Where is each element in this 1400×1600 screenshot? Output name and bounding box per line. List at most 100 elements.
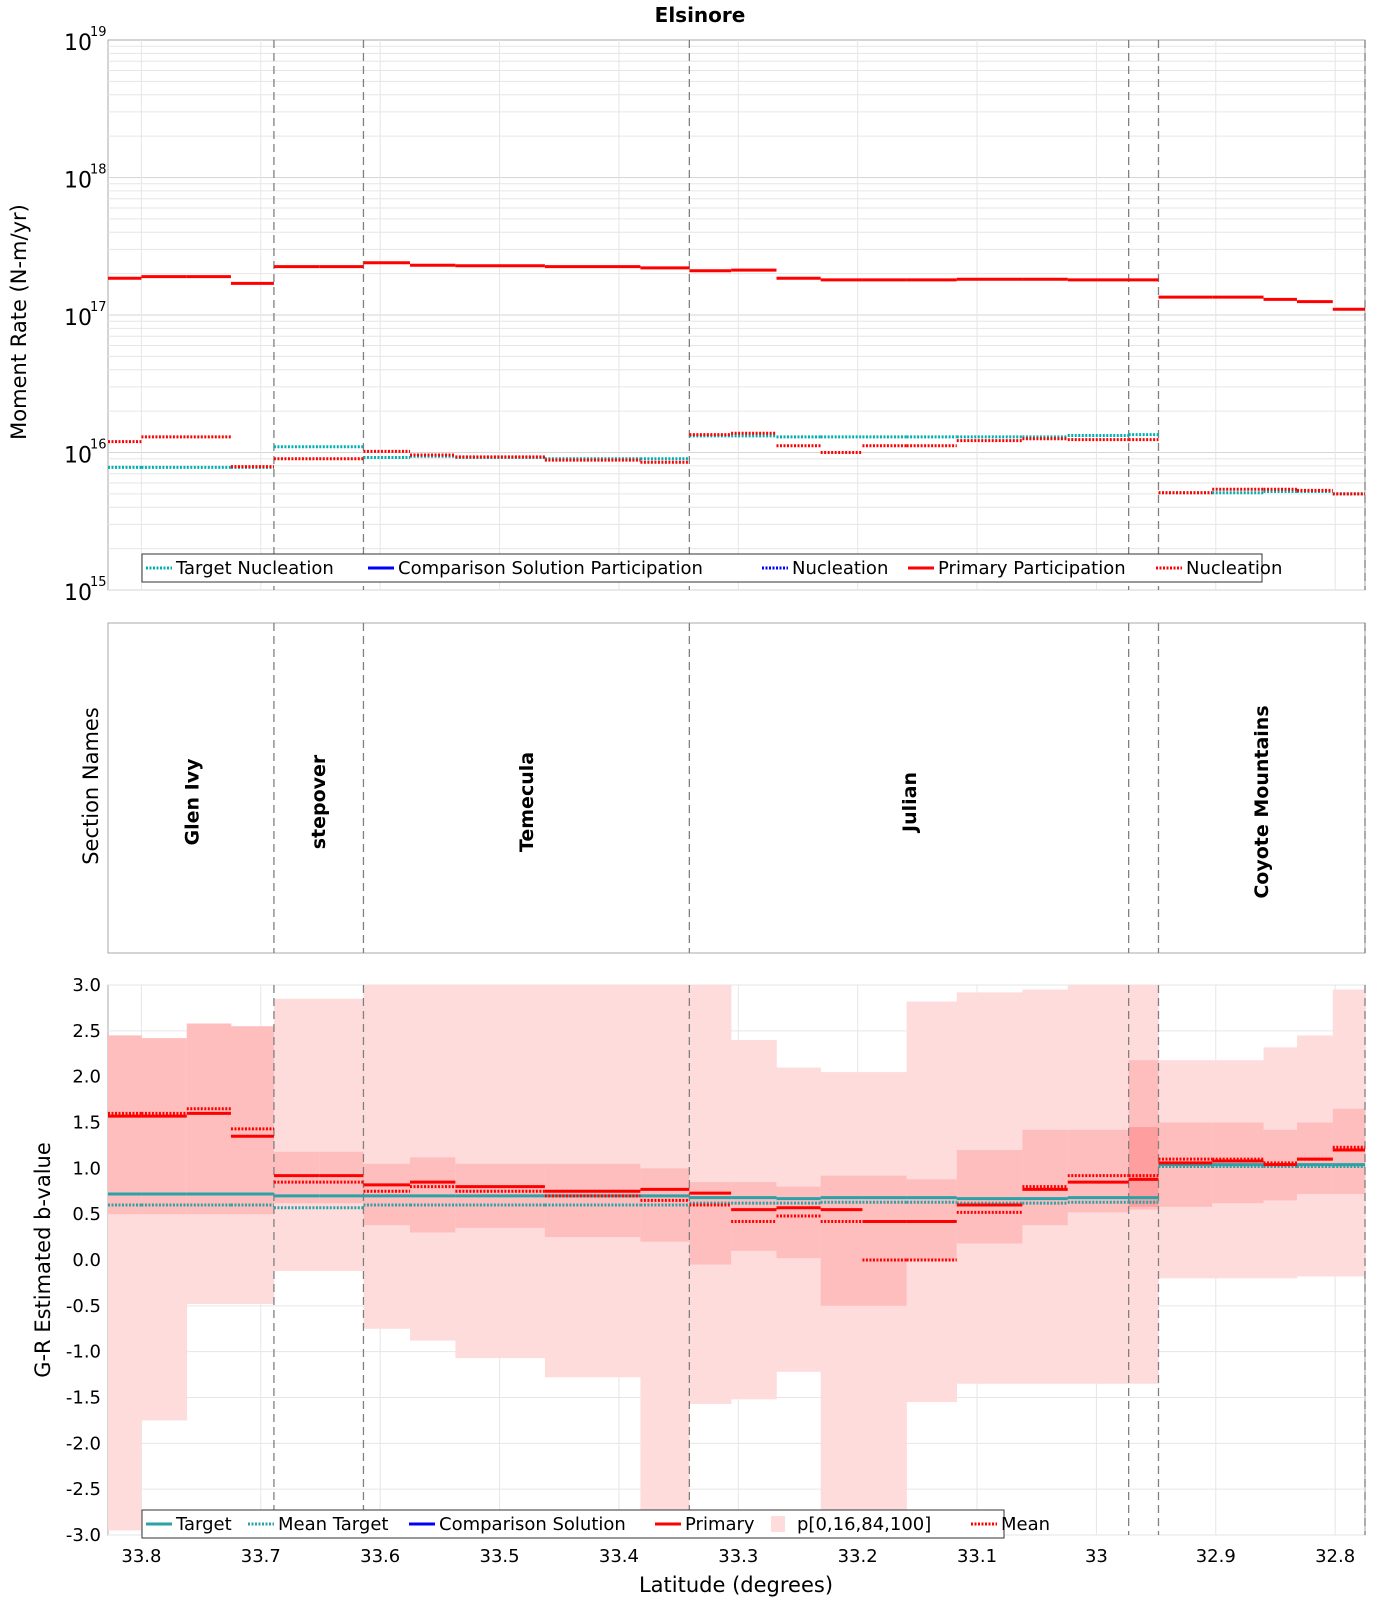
bvalue-y-tick-label: -0.5 xyxy=(66,1296,101,1317)
x-tick-label: 33.8 xyxy=(121,1546,161,1567)
bvalue-p16-p84-band xyxy=(689,1182,732,1265)
moment-y-tick-exponent: 19 xyxy=(90,25,107,40)
x-tick-label: 32.8 xyxy=(1315,1546,1355,1567)
section-label: Temecula xyxy=(516,752,538,852)
bvalue-p16-p84-band xyxy=(862,1175,907,1306)
bvalue-y-tick-label: 2.5 xyxy=(72,1021,101,1042)
legend-label: Target Nucleation xyxy=(175,558,334,579)
legend-label: Mean Target xyxy=(278,1514,388,1535)
legend-label: Comparison Solution xyxy=(439,1514,626,1535)
moment-y-tick-base: 10 xyxy=(64,31,92,56)
section-label: Coyote Mountains xyxy=(1251,705,1273,898)
moment-y-tick-exponent: 17 xyxy=(90,300,107,315)
legend-label: Comparison Solution Participation xyxy=(398,558,703,579)
bvalue-series-1 xyxy=(108,1165,1365,1210)
bvalue-x-ticks: 33.8 33.7 33.6 33.5 33.4 33.3 33.2 33.1 33 32.9 32… xyxy=(121,1546,1355,1567)
x-tick-label: 33.6 xyxy=(360,1546,400,1567)
moment-series-2 xyxy=(108,431,1365,496)
section-label: Glen Ivy xyxy=(182,758,204,846)
bvalue-y-tick-label: -2.0 xyxy=(66,1433,101,1454)
bvalue-series-3 xyxy=(108,1107,1365,1262)
moment-y-tick-base: 10 xyxy=(64,444,92,469)
bvalue-series-2 xyxy=(108,1111,1365,1223)
legend-label: Primary xyxy=(685,1514,755,1535)
legend-label: Primary Participation xyxy=(938,558,1126,579)
bvalue-p16-p84-band xyxy=(544,1163,641,1238)
moment-section-boundaries xyxy=(273,40,1366,590)
bvalue-p16-p84-band xyxy=(1022,1129,1069,1226)
moment-y-tick-base: 10 xyxy=(64,169,92,194)
bvalue-p0-p100-band xyxy=(363,985,411,1329)
bvalue-y-tick-label: -1.5 xyxy=(66,1388,101,1409)
bvalue-p16-p84-band xyxy=(1212,1122,1264,1204)
section-label: stepover xyxy=(308,754,330,849)
bvalue-p16-p84-band xyxy=(230,1026,275,1215)
bvalue-series-0 xyxy=(108,1163,1365,1201)
bvalue-p0-p100-band xyxy=(319,998,364,1271)
chart-title: Elsinore xyxy=(655,3,746,27)
x-tick-label: 33.7 xyxy=(241,1546,281,1567)
x-tick-label: 32.9 xyxy=(1196,1546,1236,1567)
legend-label: Mean xyxy=(1001,1514,1050,1535)
bvalue-overlay-band xyxy=(1128,1127,1159,1207)
x-tick-label: 33.1 xyxy=(957,1546,997,1567)
bvalue-p16-p84-band xyxy=(906,1179,958,1260)
bvalue-y-tick-label: 1.0 xyxy=(72,1158,101,1179)
legend-box xyxy=(141,1509,1005,1539)
bvalue-y-tick-label: -3.0 xyxy=(66,1525,101,1546)
sections-plot-frame xyxy=(107,622,1366,954)
legend-swatch xyxy=(771,1516,785,1532)
moment-y-tick-exponent: 18 xyxy=(90,163,107,178)
moment-grid xyxy=(108,40,1365,591)
section-label: Julian xyxy=(899,772,921,834)
bvalue-p0-p100-band xyxy=(640,985,690,1535)
bvalue-y-tick-label: 3.0 xyxy=(72,975,101,996)
sections-y-axis-label: Section Names xyxy=(79,707,103,865)
bvalue-p16-p84-band xyxy=(108,1035,142,1215)
moment-y-tick-base: 10 xyxy=(64,581,92,606)
legend-label: Target xyxy=(175,1514,232,1535)
moment-y-tick-base: 10 xyxy=(64,306,92,331)
moment-y-axis-label: Moment Rate (N-m/yr) xyxy=(7,204,31,440)
x-axis-label: Latitude (degrees) xyxy=(639,1573,833,1597)
bvalue-p16-p84-band xyxy=(820,1175,863,1306)
section-labels: Glen Ivy stepover Temecula Julian Coyote Mou… xyxy=(182,705,1274,898)
section-names-panel: Glen Ivy stepover Temecula Julian Coyote Mou… xyxy=(79,622,1366,954)
bvalue-y-tick-label: 0.0 xyxy=(72,1250,101,1271)
x-tick-label: 33.2 xyxy=(838,1546,878,1567)
bvalue-p16-p84-band xyxy=(186,1023,232,1215)
bvalue-p16-p84-band xyxy=(731,1182,777,1251)
x-tick-label: 33 xyxy=(1085,1546,1108,1567)
moment-series-1 xyxy=(108,261,1365,311)
sections-boundaries xyxy=(273,623,1366,953)
bvalue-percentile-bands xyxy=(108,985,1366,1535)
bvalue-p16-p84-band xyxy=(1067,1129,1129,1213)
legend-box xyxy=(141,553,1263,583)
x-tick-label: 33.4 xyxy=(599,1546,639,1567)
legend-label: Nucleation xyxy=(1186,558,1282,579)
moment-y-tick-exponent: 15 xyxy=(90,575,107,590)
bvalue-y-tick-label: -1.0 xyxy=(66,1342,101,1363)
bvalue-y-tick-label: 0.5 xyxy=(72,1204,101,1225)
b-value-panel: 3.0 2.5 2.0 1.5 1.0 0.5 0.0 -0.5 -1.0 -1.5 -2.0 -2.… xyxy=(31,975,1366,1597)
bvalue-p0-p100-band xyxy=(273,998,320,1271)
bvalue-y-tick-label: -2.5 xyxy=(66,1479,101,1500)
x-tick-label: 33.3 xyxy=(718,1546,758,1567)
bvalue-section-boundaries xyxy=(273,985,1366,1535)
x-tick-label: 33.5 xyxy=(480,1546,520,1567)
bvalue-legend: Target Mean Target Comparison Solution Prim… xyxy=(141,1509,1050,1539)
bvalue-y-tick-label: 1.5 xyxy=(72,1113,101,1134)
bvalue-p16-p84-band xyxy=(141,1038,188,1215)
moment-series xyxy=(108,261,1365,496)
moment-y-tick-exponent: 16 xyxy=(90,438,107,453)
legend-label: Nucleation xyxy=(792,558,888,579)
bvalue-series xyxy=(108,1107,1365,1262)
bvalue-y-ticks: 3.0 2.5 2.0 1.5 1.0 0.5 0.0 -0.5 -1.0 -1.5 -2.0 -2.… xyxy=(66,975,101,1546)
bvalue-y-axis-label: G-R Estimated b-value xyxy=(31,1142,55,1378)
moment-legend: Target Nucleation Comparison Solution Par… xyxy=(141,553,1282,583)
legend-label: p[0,16,84,100] xyxy=(797,1514,931,1535)
bvalue-p16-p84-band xyxy=(956,1150,1023,1244)
